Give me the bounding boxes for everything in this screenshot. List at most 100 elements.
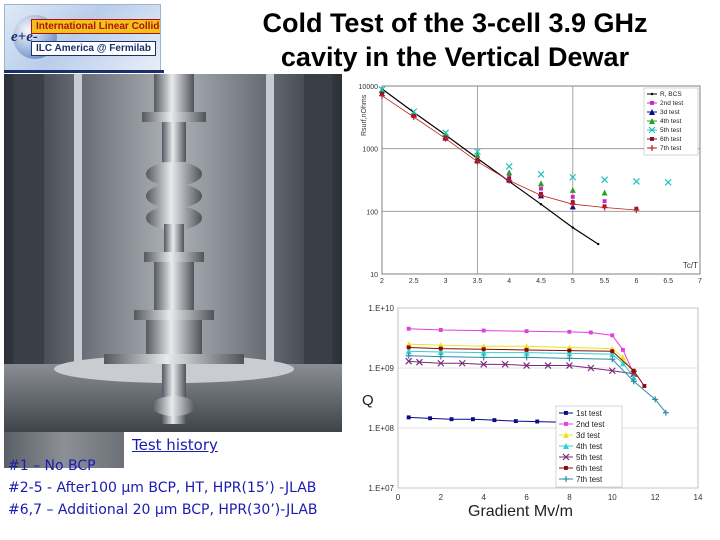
q-series-line-5 bbox=[408, 346, 645, 387]
q-x-tick-3: 6 bbox=[524, 493, 529, 502]
rs-legend-marker-6 bbox=[649, 145, 655, 151]
rs-x-tick-3: 3.5 bbox=[473, 278, 483, 285]
slide-title-line-1: Cold Test of the 3-cell 3.9 GHz bbox=[262, 8, 648, 38]
logo-line-1: International Linear Collider bbox=[31, 19, 160, 34]
gradient-axis-label: Gradient Mv/m bbox=[468, 503, 573, 520]
q-point-6-3 bbox=[523, 354, 530, 361]
q-x-tick-0: 0 bbox=[396, 493, 401, 502]
q-point-4-4 bbox=[480, 360, 488, 368]
q-chart: 1.E+10 1.E+09 1.E+08 1.E+07 0 2 4 6 8 10 12 14 1st t… bbox=[342, 300, 712, 526]
q-plot-area bbox=[397, 307, 699, 489]
q-legend-label-1: 2nd test bbox=[576, 420, 605, 429]
q-y-tick-0: 1.E+10 bbox=[368, 304, 394, 313]
ilc-logo: e+e- International Linear Collider ILC A… bbox=[4, 4, 161, 72]
q-point-3-5 bbox=[609, 351, 616, 358]
q-point-5-1 bbox=[438, 346, 443, 351]
q-point-4-1 bbox=[416, 358, 423, 366]
history-line-1: #1 – No BCP bbox=[8, 458, 96, 474]
rs-series-line-0 bbox=[381, 88, 599, 245]
rs-point-3-7 bbox=[601, 189, 608, 196]
q-x-tick-1: 2 bbox=[439, 493, 444, 502]
rs-point-6-4 bbox=[506, 177, 513, 184]
rs-point-3-4 bbox=[506, 169, 513, 176]
rs-x-tick-8: 6 bbox=[634, 278, 638, 285]
q-point-6-6 bbox=[630, 378, 637, 385]
q-point-3-6 bbox=[620, 360, 626, 367]
rs-x-tick-9: 6.5 bbox=[663, 278, 673, 285]
q-legend-marker-3 bbox=[563, 443, 569, 449]
rs-point-4-6 bbox=[569, 173, 577, 181]
q-chart-svg: 1.E+10 1.E+09 1.E+08 1.E+070 2 4 6 8 10 12 14 1st t… bbox=[368, 304, 703, 502]
rs-point-3-6 bbox=[569, 186, 576, 193]
history-line-3: #6,7 – Additional 20 μm BCP, HPR(30’)-JL… bbox=[8, 502, 318, 518]
q-x-tick-6: 12 bbox=[651, 493, 660, 502]
q-x-tick-7: 14 bbox=[694, 493, 703, 502]
q-legend-label-3: 4th test bbox=[576, 442, 603, 451]
q-point-0-5 bbox=[513, 419, 518, 424]
rs-point-4-4 bbox=[505, 163, 513, 170]
q-point-0-3 bbox=[471, 417, 475, 422]
q-point-1-0 bbox=[406, 326, 411, 331]
rs-point-4-1 bbox=[410, 108, 418, 116]
logo-line-2: ILC America @ Fermilab bbox=[31, 41, 156, 56]
q-point-4-9 bbox=[587, 364, 595, 372]
rs-point-4-5 bbox=[537, 170, 545, 178]
q-point-2-6 bbox=[620, 354, 626, 361]
q-legend-label-4: 5th test bbox=[576, 453, 603, 462]
q-legend-label-6: 7th test bbox=[576, 475, 603, 484]
rs-x-axis-label: Tc/T bbox=[683, 261, 698, 270]
q-point-1-4 bbox=[567, 329, 572, 334]
slide-title-line-2: cavity in the Vertical Dewar bbox=[280, 42, 630, 72]
rs-y-tick-0: 10000 bbox=[359, 84, 379, 91]
q-point-6-2 bbox=[480, 354, 487, 361]
q-point-2-3 bbox=[523, 343, 530, 350]
q-point-1-2 bbox=[481, 328, 486, 333]
q-point-0-1 bbox=[428, 416, 433, 421]
q-point-1-6 bbox=[610, 333, 615, 338]
rs-x-tick-10: 7 bbox=[698, 278, 702, 285]
q-point-5-2 bbox=[481, 347, 486, 352]
rs-point-6-0 bbox=[379, 92, 385, 99]
q-y-tick-1: 1.E+09 bbox=[368, 364, 394, 373]
q-point-6-8 bbox=[662, 409, 669, 416]
q-point-3-7 bbox=[630, 374, 637, 381]
rs-x-tick-7: 5.5 bbox=[600, 278, 610, 285]
q-point-5-6 bbox=[631, 368, 636, 373]
q-series-line-4 bbox=[408, 360, 634, 375]
q-series-line-0 bbox=[408, 416, 559, 423]
rs-point-6-3 bbox=[474, 158, 481, 165]
q-point-0-0 bbox=[406, 415, 411, 420]
title-rule bbox=[4, 70, 164, 73]
photo-base bbox=[4, 432, 124, 468]
q-point-6-4 bbox=[566, 355, 573, 362]
q-point-4-0 bbox=[405, 357, 413, 365]
rs-legend-label-2: 3d test bbox=[660, 109, 680, 116]
rs-x-tick-2: 3 bbox=[444, 278, 448, 285]
q-y-tick-2: 1.E+08 bbox=[368, 424, 394, 433]
rs-point-1-6 bbox=[570, 194, 575, 199]
q-point-5-4 bbox=[567, 348, 572, 353]
q-x-tick-4: 8 bbox=[567, 493, 572, 502]
rs-point-4-9 bbox=[664, 178, 672, 186]
rs-chart: 10000 1000 100 10 2 2.5 3 3.5 4 4.5 5 5.5 6 6.5 7 Rsurf… bbox=[342, 78, 712, 288]
q-legend-label-2: 3d test bbox=[576, 431, 601, 440]
rs-point-0-6 bbox=[571, 226, 574, 229]
q-point-0-2 bbox=[449, 417, 454, 422]
rs-legend-marker-5 bbox=[650, 137, 654, 141]
rs-point-6-2 bbox=[442, 135, 449, 142]
rs-point-0-5 bbox=[539, 202, 543, 206]
q-legend-marker-4 bbox=[562, 453, 570, 461]
q-point-3-3 bbox=[523, 349, 530, 356]
rs-legend-label-3: 4th test bbox=[660, 118, 682, 125]
rs-legend-marker-0 bbox=[650, 92, 654, 96]
q-point-4-10 bbox=[608, 367, 616, 375]
rs-legend-label-6: 7th test bbox=[660, 145, 682, 152]
rs-y-axis-label: Rsurf,nOhms bbox=[361, 94, 368, 136]
q-series-line-2 bbox=[408, 343, 635, 375]
q-point-1-5 bbox=[588, 330, 593, 335]
rs-point-4-3 bbox=[473, 148, 481, 155]
q-point-0-4 bbox=[492, 418, 497, 423]
q-legend-label-5: 6th test bbox=[576, 464, 603, 473]
rs-legend-label-0: R, BCS bbox=[660, 91, 682, 98]
rs-point-3-5 bbox=[538, 180, 544, 187]
